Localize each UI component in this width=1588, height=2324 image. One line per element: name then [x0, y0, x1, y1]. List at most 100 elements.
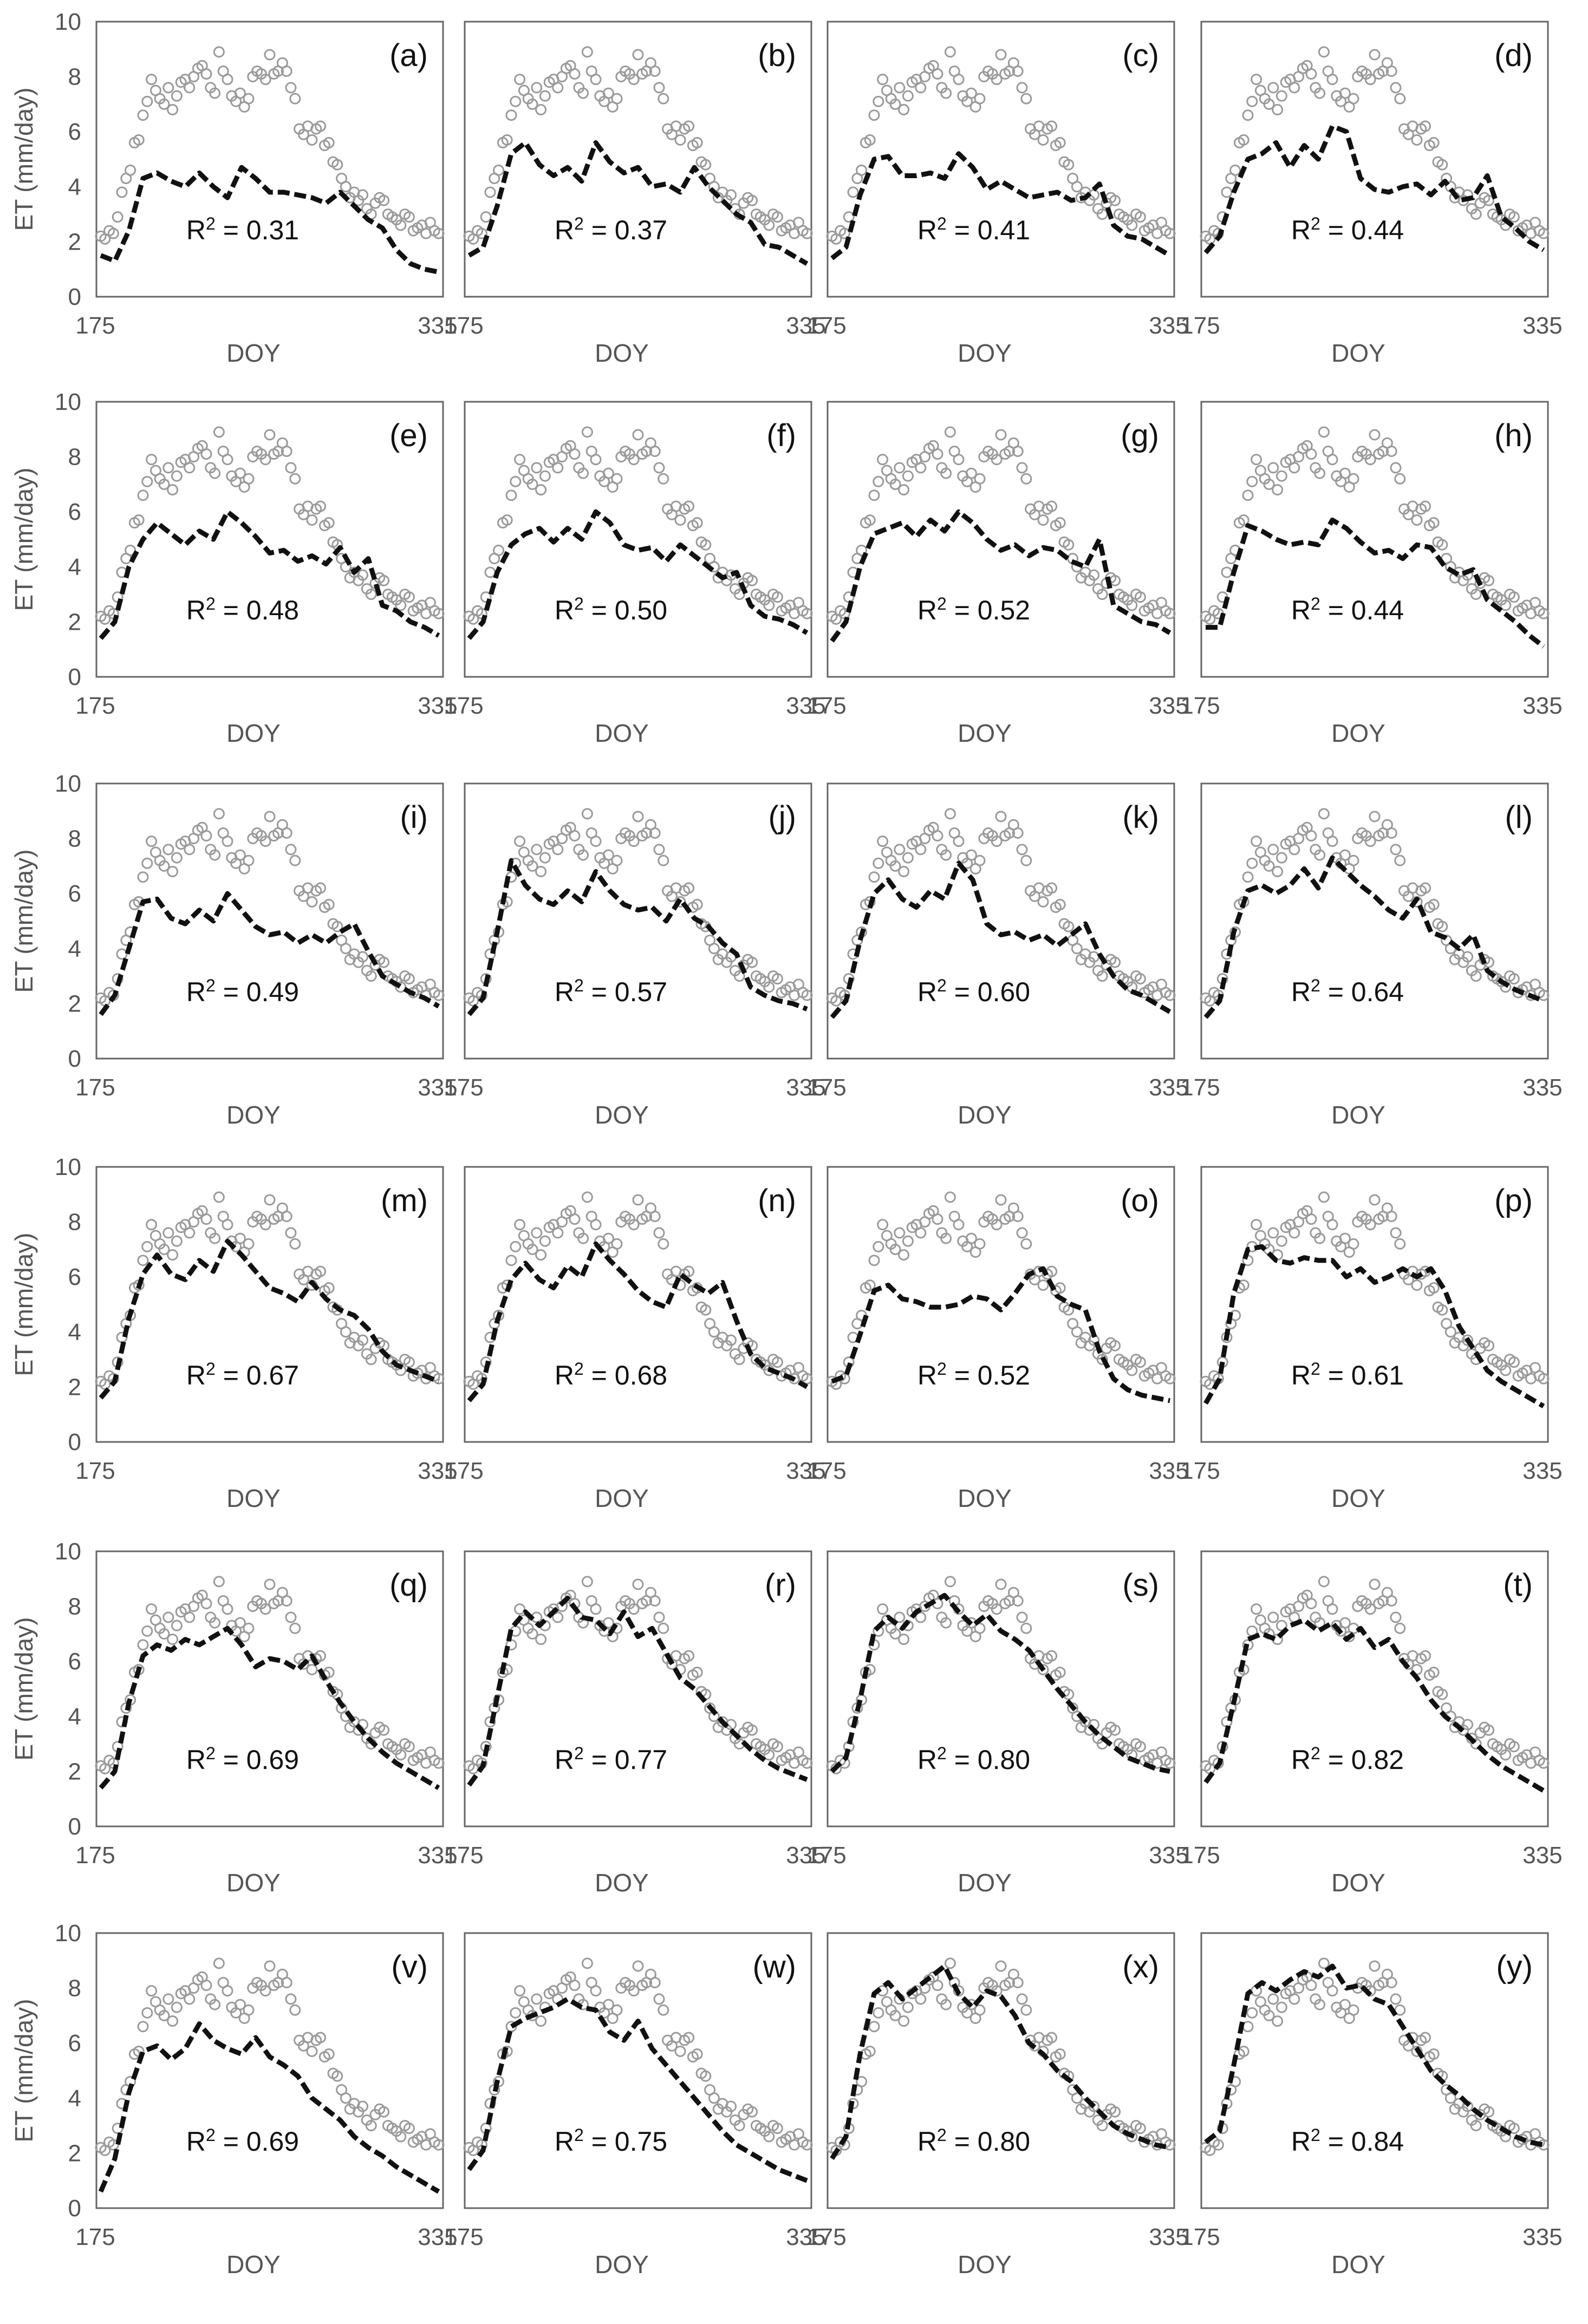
r2-annotation: R2 = 0.60 — [917, 976, 1030, 1007]
observed-point — [801, 989, 813, 1001]
observed-point — [1394, 854, 1406, 866]
observed-point — [323, 517, 335, 529]
y-tick-label: 10 — [55, 9, 81, 35]
panel-t: 175 335 DOY (t) R2 = 0.82 — [1180, 1550, 1563, 1897]
observed-point — [1339, 1617, 1351, 1629]
observed-point — [877, 1219, 889, 1231]
observed-series — [463, 46, 813, 245]
observed-series — [463, 426, 813, 625]
observed-point — [141, 1625, 153, 1637]
observed-point — [1272, 484, 1284, 496]
observed-point — [1318, 1576, 1330, 1588]
y-tick-label: 8 — [68, 444, 81, 471]
observed-point — [733, 1354, 745, 1366]
observed-point — [974, 854, 986, 866]
observed-point — [628, 1985, 640, 1997]
observed-point — [222, 1985, 233, 1997]
observed-point — [868, 871, 880, 883]
observed-point — [1314, 87, 1326, 99]
observed-point — [1246, 95, 1258, 107]
observed-point — [1263, 98, 1275, 110]
observed-point — [137, 1255, 149, 1267]
observed-point — [1385, 1210, 1397, 1222]
observed-series — [95, 1957, 445, 2156]
observed-point — [953, 1219, 965, 1231]
observed-point — [184, 1227, 196, 1239]
observed-point — [1390, 1227, 1402, 1239]
panel-label: (e) — [389, 418, 428, 453]
panel-label: (m) — [381, 1183, 428, 1218]
observed-point — [898, 2015, 910, 2027]
observed-point — [995, 1194, 1007, 1206]
panel-o: 175 335 DOY (o) R2 = 0.52 — [806, 1166, 1189, 1512]
x-tick-label: 335 — [418, 1842, 457, 1869]
observed-point — [171, 2001, 183, 2013]
observed-point — [264, 811, 276, 822]
observed-point — [1088, 569, 1100, 581]
observed-point — [577, 87, 589, 99]
y-axis-title: ET (mm/day) — [10, 468, 38, 611]
observed-point — [340, 943, 352, 955]
observed-point — [1012, 1210, 1024, 1222]
observed-point — [395, 219, 407, 231]
observed-point — [1500, 599, 1512, 611]
observed-point — [493, 164, 505, 176]
observed-point — [581, 426, 593, 438]
observed-point — [1275, 90, 1287, 102]
observed-point — [1538, 1757, 1550, 1769]
observed-point — [137, 2021, 149, 2033]
panel-label: (r) — [765, 1568, 796, 1603]
observed-point — [433, 227, 445, 239]
observed-point — [1390, 82, 1402, 94]
observed-point — [889, 1243, 901, 1255]
x-tick-label: 175 — [444, 1074, 483, 1101]
x-tick-label: 175 — [1180, 1074, 1220, 1101]
observed-point — [889, 1628, 901, 1640]
observed-point — [898, 104, 910, 116]
observed-point — [1436, 159, 1448, 171]
observed-point — [877, 835, 889, 847]
observed-point — [259, 835, 271, 847]
panel-j: 175 335 DOY (j) R2 = 0.57 — [444, 782, 826, 1129]
y-axis-title: ET (mm/day) — [10, 1999, 38, 2143]
x-tick-label: 175 — [1180, 2224, 1220, 2250]
observed-point — [209, 1617, 221, 1629]
observed-point — [602, 1232, 614, 1244]
observed-point — [146, 1985, 158, 1997]
observed-point — [281, 827, 292, 839]
observed-point — [965, 1232, 977, 1244]
x-tick-label: 335 — [1149, 1458, 1188, 1484]
observed-series — [463, 1191, 813, 1390]
observed-point — [167, 2015, 179, 2027]
observed-point — [763, 2131, 775, 2143]
x-tick-label: 175 — [1180, 312, 1220, 339]
observed-point — [146, 1603, 158, 1615]
panel-label: (j) — [768, 800, 796, 835]
observed-point — [213, 1191, 225, 1203]
observed-point — [1016, 82, 1028, 94]
observed-point — [234, 467, 246, 479]
observed-point — [264, 49, 276, 61]
observed-point — [167, 1249, 179, 1261]
observed-point — [902, 2001, 914, 2013]
observed-point — [306, 896, 318, 908]
observed-point — [653, 1993, 665, 2005]
x-tick-label: 335 — [1149, 1074, 1188, 1101]
observed-point — [1251, 454, 1262, 466]
observed-point — [289, 93, 301, 105]
observed-point — [674, 134, 686, 146]
observed-point — [602, 87, 614, 99]
observed-point — [1318, 46, 1330, 58]
simulated-line — [100, 165, 439, 275]
observed-point — [289, 854, 301, 866]
observed-point — [940, 849, 952, 861]
observed-point — [552, 844, 564, 856]
observed-point — [1063, 1304, 1075, 1316]
observed-point — [915, 844, 927, 856]
observed-point — [331, 159, 343, 171]
observed-point — [801, 227, 813, 239]
observed-point — [649, 445, 661, 457]
observed-point — [1483, 1724, 1495, 1736]
observed-point — [306, 514, 318, 526]
observed-point — [323, 899, 335, 911]
